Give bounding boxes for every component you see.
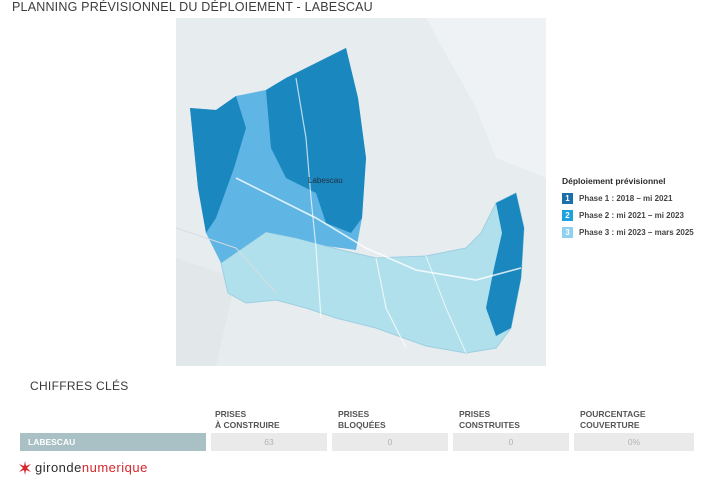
legend-number-badge: 2 — [562, 210, 573, 221]
map-terrain-dark — [176, 258, 236, 366]
logo-text: girondenumerique — [35, 460, 148, 475]
legend-title: Déploiement prévisionnel — [562, 176, 666, 186]
deployment-map[interactable]: Labescau — [176, 18, 546, 366]
legend-number-badge: 1 — [562, 193, 573, 204]
map-legend: Déploiement prévisionnel 1 Phase 1 : 201… — [562, 176, 712, 241]
value-coverage: 0% — [574, 433, 694, 451]
column-header-built: PRISES CONSTRUITES — [459, 409, 520, 430]
map-label-labescau: Labescau — [308, 176, 343, 185]
map-road — [295, 77, 322, 319]
value-blocked: 0 — [332, 433, 448, 451]
map-zone-phase-1 — [266, 48, 366, 233]
map-road — [235, 177, 522, 281]
gironde-numerique-logo: girondenumerique — [18, 460, 148, 475]
logo-text-numerique: numerique — [81, 460, 148, 475]
map-zone-phase-1 — [190, 96, 246, 233]
legend-label: Phase 2 : mi 2021 – mi 2023 — [579, 211, 684, 220]
column-header-coverage: POURCENTAGE COUVERTURE — [580, 409, 646, 430]
map-road — [176, 227, 277, 294]
map-zone-phase-1 — [486, 193, 524, 336]
value-to-build: 63 — [211, 433, 327, 451]
legend-label: Phase 3 : mi 2023 – mars 2025 — [579, 228, 694, 237]
map-road — [425, 255, 467, 354]
column-header-to-build: PRISES À CONSTRUIRE — [215, 409, 280, 430]
key-figures-title: CHIFFRES CLÉS — [30, 379, 129, 393]
page-title: PLANNING PRÉVISIONNEL DU DÉPLOIEMENT - L… — [12, 0, 373, 14]
legend-item-phase-3: 3 Phase 3 : mi 2023 – mars 2025 — [562, 224, 712, 241]
logo-text-gironde: gironde — [35, 460, 82, 475]
legend-item-phase-1: 1 Phase 1 : 2018 – mi 2021 — [562, 190, 712, 207]
column-header-blocked: PRISES BLOQUÉES — [338, 409, 386, 430]
value-built: 0 — [453, 433, 569, 451]
map-road — [375, 257, 407, 349]
map-svg: Labescau — [176, 18, 546, 366]
legend-item-phase-2: 2 Phase 2 : mi 2021 – mi 2023 — [562, 207, 712, 224]
map-terrain-light — [426, 18, 546, 178]
row-label-labescau: LABESCAU — [20, 433, 206, 451]
legend-label: Phase 1 : 2018 – mi 2021 — [579, 194, 673, 203]
legend-number-badge: 3 — [562, 227, 573, 238]
logo-star-icon — [19, 460, 31, 475]
